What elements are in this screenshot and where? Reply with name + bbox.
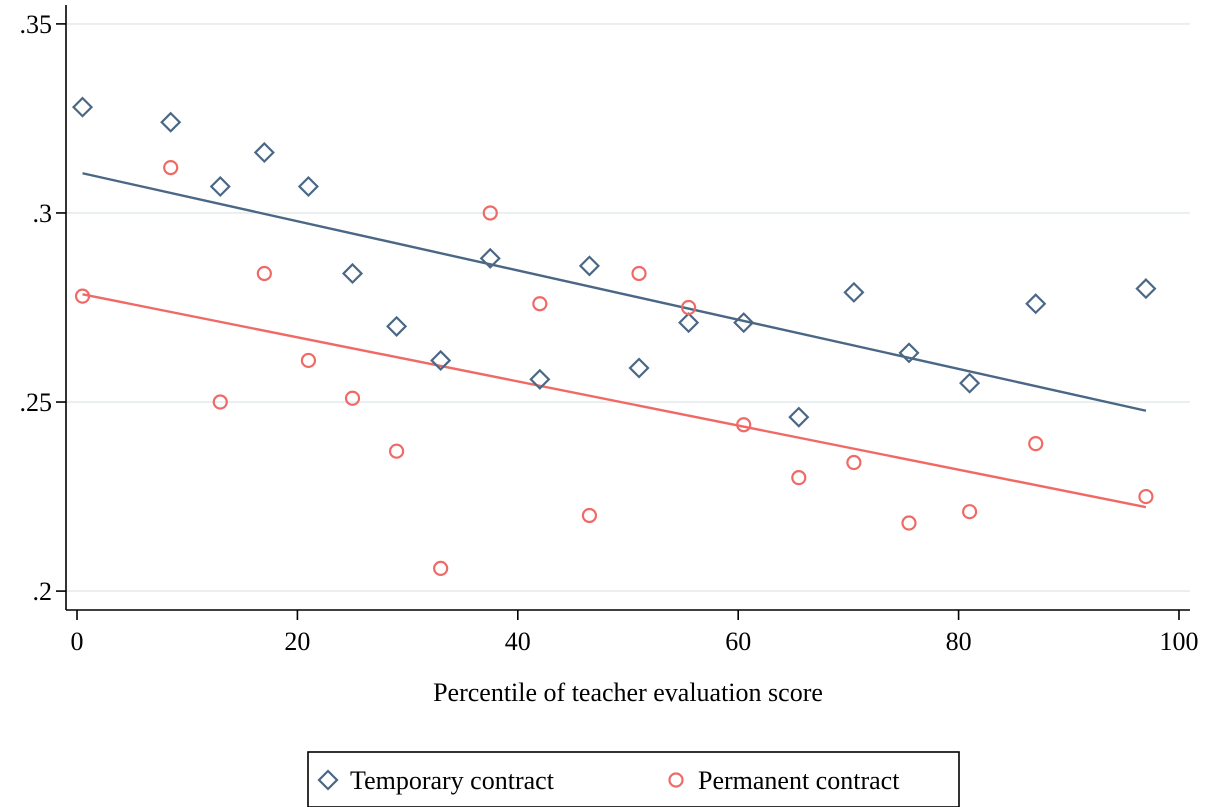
point-series-0-19 xyxy=(1135,278,1157,300)
point-series-1-16 xyxy=(901,515,917,531)
legend-items: Temporary contract Permanent contract xyxy=(317,766,900,795)
x-axis-title: Percentile of teacher evaluation score xyxy=(433,678,823,707)
point-series-0-15 xyxy=(843,281,865,303)
point-series-0-9 xyxy=(529,368,551,390)
data-points xyxy=(71,96,1157,577)
point-series-1-17 xyxy=(962,504,978,520)
point-series-0-2 xyxy=(209,175,231,198)
point-series-0-18 xyxy=(1025,293,1047,315)
point-series-1-10 xyxy=(581,507,598,524)
point-series-1-2 xyxy=(212,394,228,410)
point-series-1-14 xyxy=(791,470,807,486)
point-series-0-5 xyxy=(341,262,364,285)
point-series-1-11 xyxy=(631,265,647,282)
point-series-0-8 xyxy=(479,247,501,269)
fit-line-series-1 xyxy=(82,293,1147,509)
legend-marker-1 xyxy=(668,772,684,788)
point-series-1-13 xyxy=(736,417,752,433)
point-series-0-11 xyxy=(628,357,650,379)
point-series-1-6 xyxy=(388,443,405,459)
legend-label-1: Permanent contract xyxy=(698,766,900,795)
point-series-0-14 xyxy=(788,406,810,428)
x-tick-label-1: 20 xyxy=(284,627,310,656)
point-series-1-1 xyxy=(163,159,179,176)
y-tick-label-0: .2 xyxy=(33,577,53,606)
point-series-1-19 xyxy=(1138,488,1154,505)
point-series-1-4 xyxy=(300,352,317,369)
point-series-0-10 xyxy=(578,255,600,277)
ticks-layer: .2 .25 .3 .35 0 20 40 60 80 100 xyxy=(20,10,1199,656)
legend: Temporary contract Permanent contract xyxy=(307,751,960,807)
legend-box xyxy=(307,751,960,807)
point-series-0-0 xyxy=(71,96,94,118)
point-series-0-3 xyxy=(253,141,275,164)
point-series-1-9 xyxy=(532,296,548,312)
point-series-1-18 xyxy=(1028,436,1044,452)
fit-line-series-0 xyxy=(82,172,1147,412)
legend-marker-0 xyxy=(317,769,339,791)
point-series-1-15 xyxy=(846,454,862,471)
y-tick-label-2: .3 xyxy=(33,199,53,228)
point-series-0-13 xyxy=(733,312,755,334)
point-series-0-12 xyxy=(678,312,700,334)
point-series-0-16 xyxy=(898,342,920,364)
x-tick-label-4: 80 xyxy=(946,627,972,656)
x-tick-label-2: 40 xyxy=(505,627,531,656)
point-series-1-5 xyxy=(344,390,361,406)
point-series-1-3 xyxy=(256,265,272,282)
point-series-0-17 xyxy=(959,372,981,394)
point-series-1-0 xyxy=(74,288,91,304)
point-series-0-4 xyxy=(297,175,319,198)
x-tick-label-5: 100 xyxy=(1159,627,1198,656)
fit-lines xyxy=(82,172,1147,509)
legend-label-0: Temporary contract xyxy=(350,766,555,795)
point-series-0-6 xyxy=(386,315,408,337)
grid-layer xyxy=(66,23,1190,592)
x-tick-label-0: 0 xyxy=(71,627,84,656)
point-series-1-8 xyxy=(482,205,498,221)
point-series-1-12 xyxy=(681,299,697,316)
point-series-1-7 xyxy=(433,560,449,577)
y-tick-label-1: .25 xyxy=(20,388,53,417)
y-tick-label-3: .35 xyxy=(20,10,53,39)
axes-layer xyxy=(65,5,1190,611)
point-series-0-1 xyxy=(160,111,182,133)
point-series-0-7 xyxy=(430,349,452,371)
x-tick-label-3: 60 xyxy=(725,627,751,656)
